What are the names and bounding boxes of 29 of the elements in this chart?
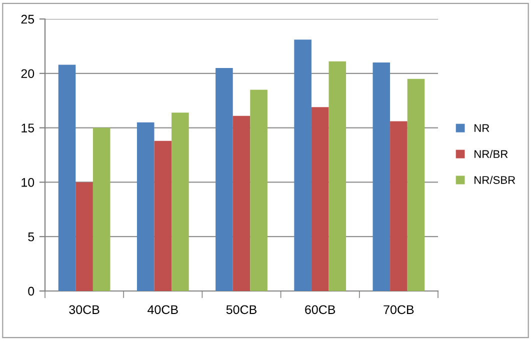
bar [311,107,329,291]
bar [390,121,408,291]
bar [407,78,425,291]
y-tick-label: 0 [28,286,34,296]
y-tick-label: 20 [21,69,34,78]
legend-label: NR/SBR [474,176,516,184]
bar [328,61,346,291]
bar [372,62,390,291]
bar [216,68,233,291]
y-tick-label: 25 [21,14,34,24]
bar [154,140,172,291]
x-tick-label: 30CB [69,305,100,314]
y-tick-label: 5 [28,232,34,242]
y-tick-label: 15 [22,124,34,132]
bar [172,112,189,291]
x-tick-label: 50CB [226,305,256,314]
y-tick-label: 10 [22,178,34,187]
x-tick-label: 60CB [305,305,336,314]
bar [250,90,268,291]
bar [58,64,76,291]
x-tick-label: 70CB [384,305,414,314]
legend-label: NR/BR [474,150,508,158]
bar [232,116,250,291]
bar [76,182,93,291]
legend-label: NR [474,124,490,132]
x-tick-label: 40CB [148,305,178,314]
bar [92,128,110,291]
bar [294,40,312,291]
bar [136,122,154,291]
